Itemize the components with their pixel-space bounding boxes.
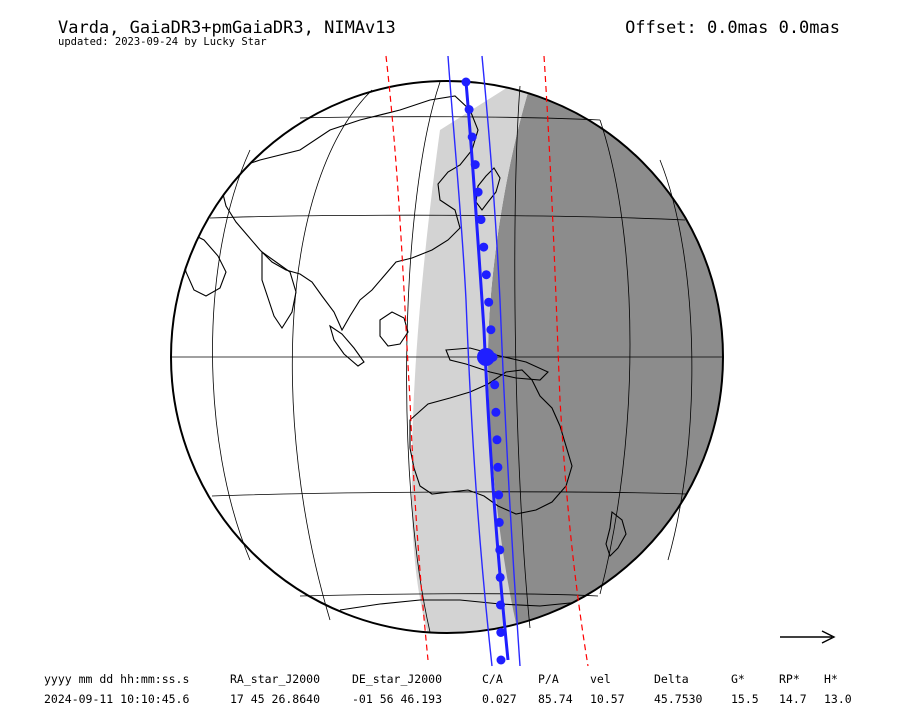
table-value-cell-8: 14.7: [779, 692, 807, 706]
path-point: [490, 380, 500, 390]
chart-title: Varda, GaiaDR3+pmGaiaDR3, NIMAv13: [58, 18, 396, 38]
path-point: [496, 600, 505, 610]
path-point: [461, 77, 471, 87]
antarctica-coastline: [339, 599, 581, 611]
table-value-cell-3: 0.027: [482, 692, 517, 706]
path-point: [479, 242, 489, 252]
twilight-band: [411, 81, 535, 633]
table-value-cell-4: 85.74: [538, 692, 573, 706]
path-point: [492, 435, 502, 445]
path-point: [484, 297, 494, 307]
table-header-cell-8: RP*: [779, 672, 800, 686]
india-coastline: [261, 250, 297, 330]
path-point: [495, 545, 505, 555]
direction-arrow-icon: [780, 630, 836, 644]
table-header-cell-6: Delta: [654, 672, 689, 686]
path-point: [470, 160, 480, 170]
path-point: [493, 462, 503, 472]
path-point: [486, 325, 496, 335]
error-limit-east: [543, 55, 589, 667]
path-point: [464, 105, 474, 114]
path-limit-north: [447, 55, 493, 667]
coastlines: [181, 95, 627, 611]
path-point: [491, 407, 501, 417]
table-header-cell-9: H*: [824, 672, 838, 686]
update-note: updated: 2023-09-24 by Lucky Star: [58, 36, 267, 48]
japan-coastline: [475, 167, 501, 211]
australia-coastline: [409, 369, 573, 515]
table-value-cell-2: -01 56 46.193: [352, 692, 443, 706]
path-point: [481, 270, 491, 280]
table-value-cell-6: 45.7530: [654, 692, 703, 706]
closest-approach-marker: [477, 348, 495, 366]
path-point: [495, 572, 505, 582]
borneo-coastline: [379, 311, 409, 347]
path-point: [467, 132, 477, 142]
graticule: [172, 81, 722, 633]
path-points: [461, 77, 506, 665]
table-header-cell-5: vel: [590, 672, 611, 686]
table-header-cell-1: RA_star_J2000: [230, 672, 321, 686]
table-value-cell-1: 17 45 26.8640: [230, 692, 321, 706]
path-point: [496, 655, 506, 665]
path-limit-south: [481, 55, 521, 667]
sumatra-coastline: [329, 324, 365, 367]
table-header-cell-4: P/A: [538, 672, 559, 686]
asia-coastline: [221, 95, 479, 332]
table-header-cell-7: G*: [731, 672, 745, 686]
table-value-cell-7: 15.5: [731, 692, 759, 706]
path-point: [496, 628, 506, 637]
table-value-cell-0: 2024-09-11 10:10:45.6: [44, 692, 190, 706]
table-header-cell-2: DE_star_J2000: [352, 672, 443, 686]
error-limit-west: [385, 55, 429, 661]
table-header-cell-0: yyyy mm dd hh:mm:ss.s: [44, 672, 190, 686]
path-point: [473, 187, 483, 197]
path-point: [494, 517, 504, 527]
table-value-cell-9: 13.0: [824, 692, 852, 706]
table-header-cell-3: C/A: [482, 672, 503, 686]
table-value-cell-5: 10.57: [590, 692, 625, 706]
new-zealand-coastline: [605, 510, 627, 558]
globe-outline: [170, 80, 724, 634]
offset-readout: Offset: 0.0mas 0.0mas: [625, 18, 840, 38]
path-point: [476, 215, 486, 225]
path-point: [494, 490, 504, 500]
